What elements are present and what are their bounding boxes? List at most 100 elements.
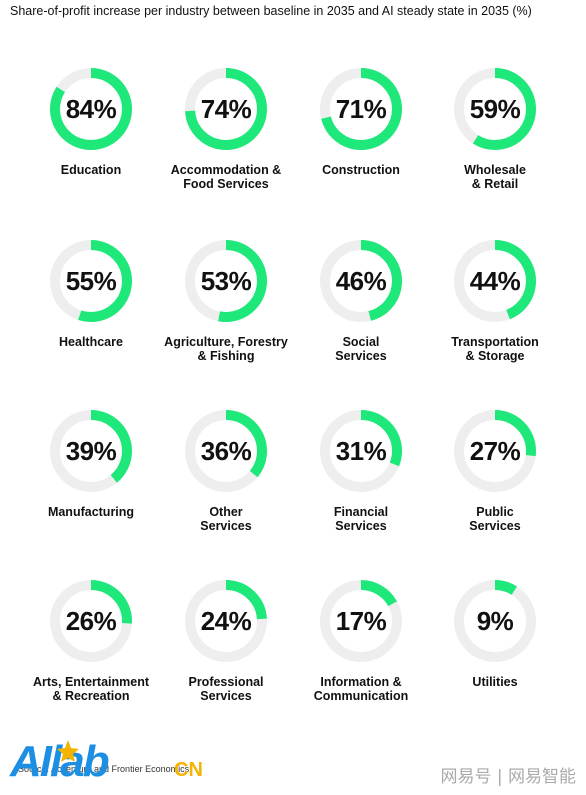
logo-text-main: AIlab	[9, 738, 109, 784]
logo-star-icon	[57, 740, 79, 762]
donut-svg	[50, 410, 132, 492]
donut-ring: 27%	[452, 408, 538, 494]
donut-value-arc	[320, 68, 402, 150]
donut-item: 36% Other Services	[151, 408, 301, 568]
donut-value-arc	[454, 580, 536, 662]
donut-item: 31% Financial Services	[286, 408, 436, 568]
donut-value-label: 39%	[65, 435, 117, 466]
industry-label-line: Education	[60, 163, 122, 177]
donut-ring: 36%	[183, 408, 269, 494]
industry-label-line: Healthcare	[59, 335, 123, 349]
donut-value-label: 71%	[335, 93, 387, 124]
watermark: 网易号 | 网易智能	[440, 767, 576, 787]
donut-value-label: 74%	[200, 93, 252, 124]
donut-value-arc	[50, 410, 132, 492]
industry-label-line: Transportation	[451, 335, 539, 349]
industry-label-line: & Storage	[465, 348, 525, 363]
donut-ring: 53%	[183, 238, 269, 324]
donut-value-label: 55%	[65, 265, 117, 296]
donut-value-arc	[185, 68, 267, 150]
donut-svg	[454, 410, 536, 492]
donut-value-label: 9%	[476, 605, 514, 636]
donut-item: 44% Transportation & Storage	[420, 238, 570, 398]
industry-label-line: Agriculture, Forestry	[164, 335, 288, 349]
donut-ring: 9%	[452, 578, 538, 664]
donut-item: 46% Social Services	[286, 238, 436, 398]
donut-item: 9% Utilities	[420, 578, 570, 738]
donut-item: 27% Public Services	[420, 408, 570, 568]
industry-label-line: Services	[200, 518, 252, 533]
donut-item: 84% Education	[16, 66, 166, 226]
industry-label-line: Services	[335, 518, 387, 533]
donut-ring: 46%	[318, 238, 404, 324]
donut-ring: 44%	[452, 238, 538, 324]
industry-label: Transportation & Storage	[420, 335, 570, 363]
industry-label: Professional Services	[151, 675, 301, 703]
donut-ring: 55%	[48, 238, 134, 324]
donut-value-arc	[320, 580, 402, 662]
donut-ring: 24%	[183, 578, 269, 664]
donut-svg	[50, 240, 132, 322]
industry-label-line: Construction	[322, 163, 400, 177]
industry-label-line: Other	[209, 505, 243, 519]
industry-label: Other Services	[151, 505, 301, 533]
industry-label: Utilities	[420, 675, 570, 690]
donut-value-label: 31%	[335, 435, 387, 466]
donut-ring: 39%	[48, 408, 134, 494]
donut-value-label: 46%	[335, 265, 387, 296]
source-note: Source: Accenture and Frontier Economics	[18, 764, 190, 774]
industry-label-line: Arts, Entertainment	[33, 675, 149, 689]
donut-svg	[320, 240, 402, 322]
donut-value-label: 84%	[65, 93, 117, 124]
industry-label-line: Food Services	[183, 176, 269, 191]
industry-label-line: Information &	[320, 675, 402, 689]
industry-label-line: Accommodation &	[170, 163, 282, 177]
industry-label-line: Manufacturing	[47, 505, 135, 519]
donut-value-arc	[185, 410, 267, 492]
industry-label-line: Services	[200, 688, 252, 703]
industry-label-line: Public	[476, 505, 514, 519]
donut-value-label: 59%	[469, 93, 521, 124]
donut-ring: 59%	[452, 66, 538, 152]
industry-label-line: Social	[342, 335, 380, 349]
industry-label: Accommodation & Food Services	[151, 163, 301, 191]
ailab-logo-icon: AIlab CN	[9, 737, 203, 786]
donut-value-label: 17%	[335, 605, 387, 636]
industry-label-line: Services	[469, 518, 521, 533]
donut-svg	[454, 580, 536, 662]
industry-label: Public Services	[420, 505, 570, 533]
donut-ring: 74%	[183, 66, 269, 152]
industry-label-line: & Retail	[471, 176, 519, 191]
industry-label-line: Services	[335, 348, 387, 363]
donut-ring: 84%	[48, 66, 134, 152]
donut-svg	[320, 68, 402, 150]
donut-ring: 31%	[318, 408, 404, 494]
donut-svg	[454, 68, 536, 150]
donut-item: 53% Agriculture, Forestry & Fishing	[151, 238, 301, 398]
industry-label: Healthcare	[16, 335, 166, 350]
donut-svg	[320, 580, 402, 662]
industry-label: Wholesale & Retail	[420, 163, 570, 191]
industry-label: Arts, Entertainment & Recreation	[16, 675, 166, 703]
donut-item: 24% Professional Services	[151, 578, 301, 738]
industry-label-line: & Fishing	[197, 348, 255, 363]
donut-item: 39% Manufacturing	[16, 408, 166, 568]
industry-label-line: Utilities	[472, 675, 518, 689]
industry-label-line: Wholesale	[464, 163, 526, 177]
industry-label: Information & Communication	[286, 675, 436, 703]
donut-svg	[185, 580, 267, 662]
industry-label-line: & Recreation	[52, 688, 130, 703]
donut-value-label: 36%	[200, 435, 252, 466]
industry-label-line: Financial	[333, 505, 389, 519]
donut-svg	[185, 410, 267, 492]
industry-label-line: Communication	[313, 688, 409, 703]
industry-label: Social Services	[286, 335, 436, 363]
donut-ring: 71%	[318, 66, 404, 152]
industry-label: Construction	[286, 163, 436, 178]
donut-value-label: 44%	[469, 265, 521, 296]
donut-item: 71% Construction	[286, 66, 436, 226]
donut-value-label: 53%	[200, 265, 252, 296]
donut-value-arc	[50, 240, 132, 322]
industry-label: Manufacturing	[16, 505, 166, 520]
